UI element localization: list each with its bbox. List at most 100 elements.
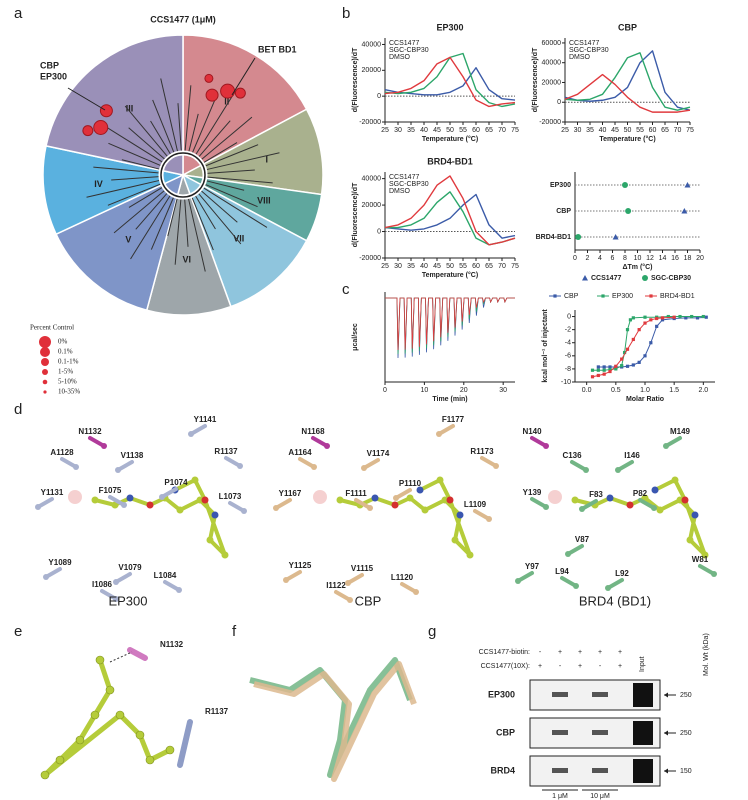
ligand-atom: [606, 494, 614, 502]
structure-name: EP300: [108, 593, 147, 608]
residue-label: Y1131: [41, 488, 64, 497]
legend-label: DMSO: [389, 54, 411, 61]
residue-atom: [188, 431, 194, 437]
structure-name: CBP: [355, 593, 382, 608]
residue-atom: [35, 504, 41, 510]
water: [548, 490, 562, 504]
marker: [704, 315, 708, 319]
hit-marker: [82, 125, 94, 137]
tree-branch: [130, 193, 172, 260]
legend-dot: [39, 336, 51, 348]
lane-mark: +: [618, 663, 622, 670]
residue-atom: [573, 583, 579, 589]
marker: [602, 368, 606, 372]
ligand-atom: [416, 486, 424, 494]
tree-branch: [191, 100, 216, 155]
x-tick-label: 65: [661, 127, 669, 134]
x-tick-label: 20: [460, 387, 468, 394]
residue-label: R1137: [214, 447, 238, 456]
legend-label: SGC-CBP30: [389, 47, 429, 54]
y-axis-label: μcal/sec: [352, 323, 359, 351]
x-tick-label: 6: [611, 255, 615, 262]
x-tick-label: 14: [659, 255, 667, 262]
residue-label: W81: [692, 555, 709, 564]
overlay-ligand: [253, 661, 417, 782]
y-tick-label: 40000: [362, 175, 382, 182]
sector-label: I: [265, 155, 268, 165]
lane-mark: +: [618, 649, 622, 656]
residue-label: R1173: [470, 447, 494, 456]
residue-atom: [615, 467, 621, 473]
x-tick-label: 65: [485, 127, 493, 134]
ligand-atom: [701, 551, 709, 559]
x-axis-label: Temperature (°C): [422, 135, 478, 143]
band: [552, 768, 568, 773]
sector-label: VI: [182, 254, 191, 264]
ligand-atom: [681, 496, 689, 504]
ligand-atom: [90, 710, 100, 720]
ligand: [42, 659, 172, 778]
tree-branch: [128, 127, 167, 161]
marker: [660, 316, 665, 320]
ligand-atom: [105, 685, 115, 695]
residue-label: I1086: [92, 580, 113, 589]
series-line: [564, 73, 691, 113]
tree-branch: [184, 196, 189, 247]
residue-label: Y1141: [194, 415, 217, 424]
marker: [622, 350, 627, 355]
x-tick-label: 10: [420, 387, 428, 394]
y-tick-label: 20000: [362, 202, 382, 209]
y-tick-label: -8: [565, 366, 571, 373]
x-tick-label: 1.0: [640, 387, 650, 394]
x-tick-label: 60: [649, 127, 657, 134]
legend-label: 0%: [58, 338, 68, 346]
tree-branch: [204, 169, 255, 174]
blot-label: EP300: [488, 689, 515, 699]
marker: [660, 318, 665, 322]
sector-label: III: [126, 103, 134, 113]
ligand-atom: [656, 506, 664, 514]
callout-arrow: [67, 87, 106, 111]
residue-atom: [486, 516, 492, 522]
ligand-atom: [336, 496, 344, 504]
tree-branch: [187, 196, 206, 272]
x-tick-label: 0.0: [582, 387, 592, 394]
x-tick-label: 35: [407, 127, 415, 134]
tree-branch: [204, 152, 280, 171]
tree-branch: [174, 196, 182, 265]
hit-marker: [93, 120, 109, 135]
chart-title: CBP: [618, 22, 637, 32]
legend-label: 1-5%: [58, 368, 73, 376]
marker: [614, 364, 618, 368]
series-line: [384, 52, 516, 108]
tree-branch: [187, 113, 199, 154]
legend-label: CCS1477: [591, 275, 621, 282]
ligand-atom: [55, 755, 65, 765]
input-label: Input: [639, 656, 646, 672]
residue-label: N1168: [301, 427, 325, 436]
residue-label: L1109: [464, 500, 487, 509]
marker: [596, 373, 600, 378]
tree-branch: [135, 191, 169, 230]
y-tick-label: BRD4-BD1: [536, 234, 572, 241]
legend-dot: [43, 390, 47, 394]
tree-branch: [113, 188, 167, 234]
h-bond: [109, 651, 133, 663]
marker: [681, 208, 688, 214]
residue-label: L92: [615, 569, 629, 578]
legend-label: CBP: [564, 293, 579, 300]
residue-atom: [113, 596, 119, 602]
x-tick-label: 25: [381, 263, 389, 270]
overlay-ligand: [249, 657, 413, 778]
series-line: [564, 50, 691, 111]
x-tick-label: 30: [574, 127, 582, 134]
residue-label: V1138: [121, 451, 144, 460]
residue-atom: [413, 589, 419, 595]
tree-branch: [197, 120, 231, 159]
marker: [631, 363, 635, 367]
residue-atom: [663, 443, 669, 449]
x-tick-label: 25: [381, 127, 389, 134]
mw-arrow-head: [664, 768, 668, 774]
ligand-atom: [95, 655, 105, 665]
y-tick-label: EP300: [550, 182, 571, 189]
